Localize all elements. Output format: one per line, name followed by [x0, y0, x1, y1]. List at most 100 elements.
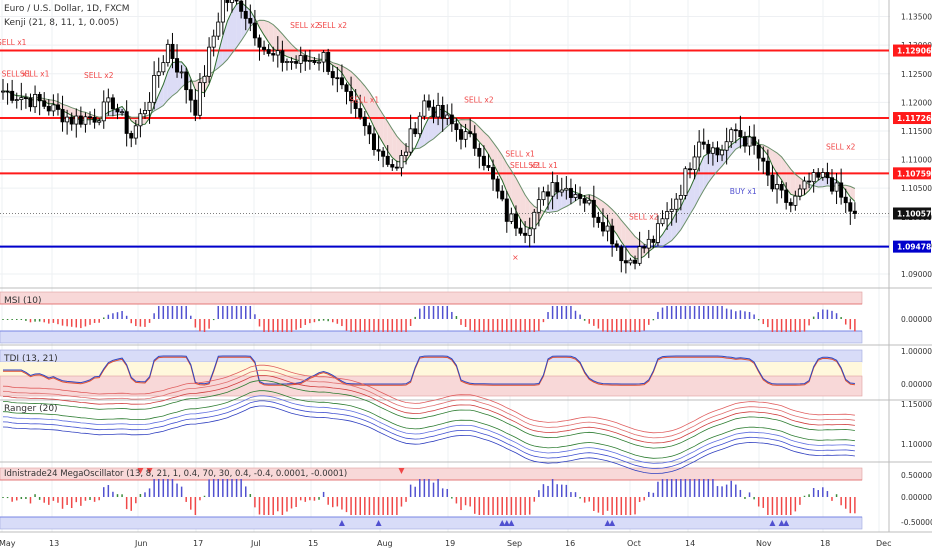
candle [670, 209, 673, 211]
candle [482, 156, 485, 165]
candle [240, 1, 243, 11]
candle [652, 239, 655, 242]
candle [537, 200, 540, 213]
candle [79, 116, 82, 124]
candle [75, 116, 78, 124]
candle [267, 50, 270, 54]
candle [817, 173, 820, 178]
candle [446, 115, 449, 118]
candle [148, 102, 151, 110]
candle [171, 44, 174, 58]
candle [107, 98, 110, 102]
ma-cloud [562, 190, 567, 209]
price-tick-label: 1.11500 [901, 127, 932, 136]
candle [821, 172, 824, 177]
candle [514, 214, 517, 228]
indicator-label-kenji: Kenji (21, 8, 11, 1, 0.005) [4, 18, 119, 28]
candle [450, 115, 453, 124]
candle [611, 226, 614, 244]
candle [441, 105, 444, 118]
candle [473, 134, 476, 149]
level-tag-text: 1.12906 [897, 47, 931, 56]
candle [244, 11, 247, 18]
candle [734, 130, 737, 131]
candle [47, 106, 50, 111]
candle [707, 144, 710, 153]
candle [524, 233, 527, 235]
sub-tick-label: 0.00000 [901, 493, 932, 502]
sub-tick-label: 0.00000 [901, 315, 932, 324]
price-tick-label: 1.09000 [901, 270, 932, 279]
ranger-label: Ranger (20) [4, 404, 58, 414]
candle [281, 51, 284, 63]
candle [592, 200, 595, 217]
candle [597, 217, 600, 222]
msi-lower-band [0, 331, 862, 343]
current-price-tag-text: 1.10057 [897, 210, 931, 219]
candle [15, 100, 18, 101]
ma-cloud [557, 191, 562, 212]
candle [675, 199, 678, 209]
candle [478, 148, 481, 156]
candle [43, 101, 46, 107]
time-tick-label: 13 [49, 539, 59, 548]
candle [789, 202, 792, 205]
candle [359, 109, 362, 118]
candle [418, 116, 421, 133]
candle [546, 192, 549, 196]
ma-cloud [232, 4, 237, 53]
signal-label: BUY x1 [730, 187, 757, 196]
candle [423, 101, 426, 116]
candle [299, 56, 302, 64]
candle [464, 132, 467, 140]
candle [578, 194, 581, 198]
candle [120, 112, 123, 113]
candle [304, 56, 307, 62]
level-tag-text: 1.09478 [897, 243, 931, 252]
candle [716, 148, 719, 155]
price-tick-label: 1.13500 [901, 13, 932, 22]
candle [496, 179, 499, 191]
candle [432, 107, 435, 117]
pane-backgrounds [0, 292, 862, 529]
candle [317, 62, 320, 63]
tdi-lower-band [0, 376, 862, 396]
candle [560, 190, 563, 192]
signal-label: SELL x2 [290, 21, 320, 30]
candle [730, 130, 733, 142]
candle [372, 134, 375, 150]
sub-tick-label: 1.00000 [901, 347, 932, 356]
time-tick-label: Aug [377, 539, 393, 548]
candle [638, 247, 641, 264]
signal-label: SELL x1 [528, 161, 558, 170]
candle [588, 200, 591, 203]
candle [386, 156, 389, 164]
candle [780, 184, 783, 190]
candle [487, 165, 490, 167]
candle [253, 23, 256, 38]
time-tick-label: 15 [308, 539, 318, 548]
candle [725, 142, 728, 151]
price-tick-label: 1.12000 [901, 98, 932, 107]
candle [262, 47, 265, 49]
candle [98, 121, 101, 122]
candle [162, 63, 165, 72]
candle [327, 52, 330, 71]
candle [102, 102, 105, 121]
candle [583, 199, 586, 204]
grid-lines [0, 0, 932, 532]
time-tick-label: 18 [820, 539, 830, 548]
candle [130, 133, 133, 138]
candle [180, 72, 183, 73]
candle [812, 173, 815, 182]
ma-cloud [168, 63, 173, 101]
signal-label: SELL x1 [20, 70, 50, 79]
candle [666, 212, 669, 219]
candle [29, 98, 32, 107]
level-tag-text: 1.10759 [897, 169, 931, 178]
candle [391, 164, 394, 167]
signal-label: SELL x2 [84, 71, 114, 80]
candle [258, 38, 261, 47]
